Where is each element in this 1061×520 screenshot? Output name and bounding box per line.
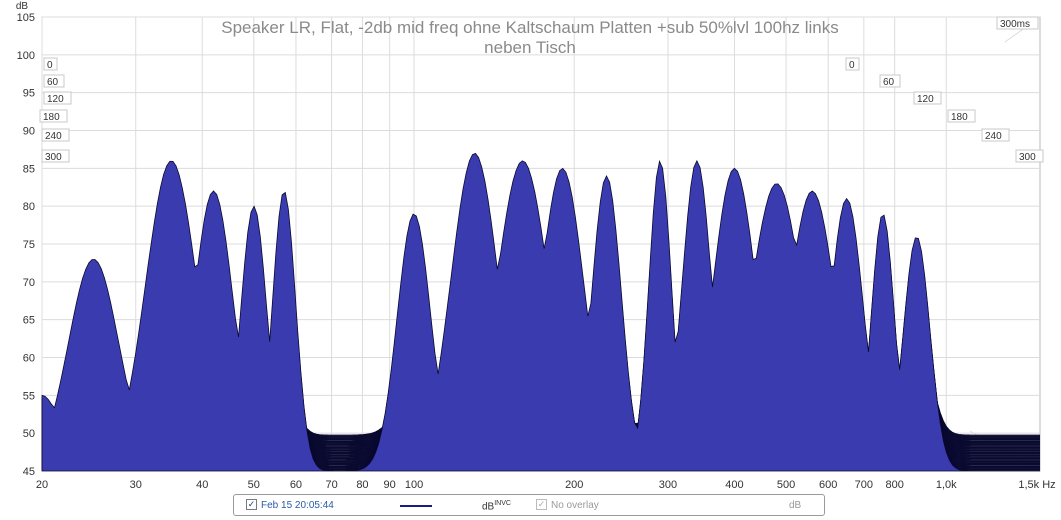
time-tick-right: 300: [1015, 149, 1044, 163]
time-tick-right: 180: [947, 109, 976, 123]
x-tick-label: 100: [405, 479, 423, 490]
x-tick-label: 300: [659, 479, 677, 490]
x-tick-label: 60: [290, 479, 302, 490]
svg-text:60: 60: [47, 77, 59, 88]
measurement-label[interactable]: Feb 15 20:05:44: [261, 500, 334, 511]
time-tick-right: 0: [845, 57, 860, 71]
unit-superscript: INVC: [494, 500, 511, 507]
x-axis-unit: 1,5k Hz: [1018, 479, 1055, 490]
time-axis-back: 0 0 60 60 120 120 180 180 240 240 300 300 300ms: [39, 16, 1044, 163]
chart-title-line1: Speaker LR, Flat, -2db mid freq ohne Kal…: [221, 18, 839, 37]
time-axis-unit: 300ms: [996, 16, 1039, 30]
time-tick-left: 120: [43, 91, 72, 105]
y-tick-label: 45: [23, 466, 35, 478]
y-tick-label: 55: [23, 390, 35, 402]
chart-title-line2: neben Tisch: [484, 38, 576, 57]
waterfall-slices: [41, 152, 1040, 472]
measurement-checkbox[interactable]: ✓: [246, 499, 257, 510]
y-tick-label: 70: [23, 277, 35, 289]
overlay-checkbox[interactable]: ✓: [536, 499, 547, 510]
measurement-unit: dBINVC: [482, 500, 511, 512]
svg-text:180: 180: [43, 112, 60, 123]
time-tick-left: 240: [41, 128, 70, 142]
axes: 105 100 95 90 85 80 75 70 65 60 55 50 45 dB 20 30 40 50 60…: [16, 1, 1056, 490]
y-axis-unit: dB: [16, 1, 29, 12]
y-tick-label: 60: [23, 353, 35, 365]
y-tick-label: 85: [23, 163, 35, 175]
x-tick-label: 90: [384, 479, 396, 490]
y-tick-label: 65: [23, 315, 35, 327]
svg-text:180: 180: [951, 112, 968, 123]
time-tick-left: 0: [43, 57, 58, 71]
y-tick-label: 50: [23, 428, 35, 440]
svg-text:60: 60: [883, 77, 895, 88]
x-tick-label: 80: [356, 479, 368, 490]
x-tick-label: 700: [855, 479, 873, 490]
time-tick-left: 180: [39, 109, 68, 123]
x-tick-label: 30: [130, 479, 142, 490]
unit-label: dB: [482, 501, 495, 513]
y-tick-label: 90: [23, 126, 35, 138]
y-tick-label: 95: [23, 88, 35, 100]
y-tick-label: 80: [23, 201, 35, 213]
time-tick-right: 120: [913, 91, 942, 105]
x-tick-label: 600: [819, 479, 837, 490]
x-tick-label: 200: [565, 479, 583, 490]
x-tick-label: 1,0k: [936, 479, 957, 490]
time-tick-left: 300: [41, 149, 70, 163]
x-tick-label: 500: [777, 479, 795, 490]
time-tick-right: 60: [879, 74, 901, 88]
x-tick-label: 40: [196, 479, 208, 490]
x-tick-label: 20: [36, 479, 48, 490]
svg-text:120: 120: [917, 94, 934, 105]
x-tick-label: 400: [725, 479, 743, 490]
time-tick-left: 60: [43, 74, 65, 88]
y-tick-label: 100: [17, 50, 35, 62]
svg-text:240: 240: [45, 131, 62, 142]
svg-text:0: 0: [849, 60, 855, 71]
x-tick-label: 800: [886, 479, 904, 490]
waterfall-slice: [41, 152, 1040, 472]
measurement-line-swatch: [400, 505, 432, 507]
legend-bar: ✓ Feb 15 20:05:44 dBINVC ✓ No overlay dB: [233, 494, 825, 516]
time-tick-right: 240: [981, 128, 1010, 142]
overlay-label[interactable]: No overlay: [551, 500, 599, 511]
overlay-unit: dB: [789, 500, 802, 511]
y-tick-label: 75: [23, 239, 35, 251]
svg-text:240: 240: [985, 131, 1002, 142]
svg-text:0: 0: [47, 60, 53, 71]
x-tick-label: 70: [325, 479, 337, 490]
svg-text:300ms: 300ms: [1000, 19, 1030, 30]
y-tick-label: 105: [17, 12, 35, 24]
svg-text:120: 120: [47, 94, 64, 105]
svg-text:300: 300: [45, 152, 62, 163]
svg-text:300: 300: [1019, 152, 1036, 163]
x-tick-label: 50: [248, 479, 260, 490]
